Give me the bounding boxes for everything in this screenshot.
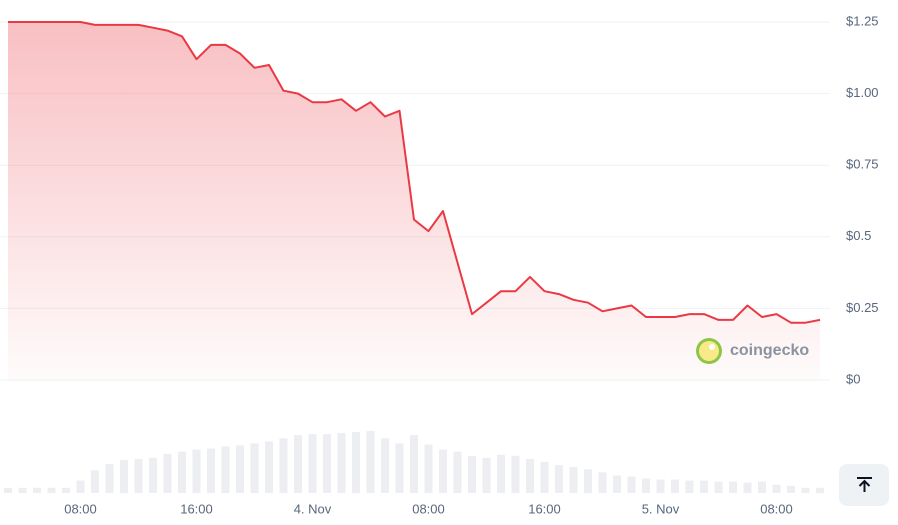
volume-bar <box>700 480 708 493</box>
scroll-top-button[interactable] <box>839 464 889 506</box>
price-line <box>8 21 821 324</box>
volume-bar <box>627 476 636 493</box>
volume-bar <box>497 454 505 493</box>
volume-bar <box>642 478 650 493</box>
volume-bar <box>816 487 824 493</box>
volume-bar <box>729 481 737 493</box>
x-tick-label: 5. Nov <box>642 501 680 516</box>
volume-bar <box>76 480 85 493</box>
volume-bar <box>105 464 114 493</box>
y-tick-label: $0.5 <box>846 228 871 243</box>
x-tick-label: 4. Nov <box>294 501 332 516</box>
volume-bar <box>47 487 56 493</box>
x-tick-label: 08:00 <box>760 501 793 516</box>
y-tick-label: $0 <box>846 371 860 386</box>
volume-bar <box>250 443 259 493</box>
volume-bar <box>424 444 433 493</box>
volume-bar <box>323 434 331 493</box>
volume-bar <box>540 462 549 493</box>
volume-bar <box>758 481 766 493</box>
volume-bar <box>656 479 665 493</box>
x-tick-label: 16:00 <box>180 501 213 516</box>
volume-bar <box>381 438 389 493</box>
volume-bar <box>453 451 462 493</box>
volume-bar <box>337 433 346 493</box>
volume-bar <box>395 443 404 493</box>
volume-bar <box>91 470 99 493</box>
y-tick-label: $1.25 <box>846 13 879 28</box>
volume-bar <box>4 487 12 493</box>
volume-bar <box>584 469 592 493</box>
volume-bar <box>236 445 244 493</box>
volume-bar <box>265 441 273 493</box>
volume-bar <box>743 482 752 493</box>
volume-bar <box>294 435 302 493</box>
watermark: coingecko <box>696 338 809 364</box>
volume-bar <box>801 487 810 493</box>
volume-bar <box>192 449 201 493</box>
volume-bar <box>207 448 215 493</box>
volume-bar <box>555 465 563 493</box>
volume-bar <box>33 487 41 493</box>
y-tick-label: $1.00 <box>846 85 879 100</box>
volume-bar <box>772 484 781 493</box>
volume-bar <box>366 431 375 493</box>
volume-bar <box>120 459 128 493</box>
logo-eye <box>709 344 715 350</box>
x-tick-label: 08:00 <box>412 501 445 516</box>
volume-bar <box>221 446 230 493</box>
x-tick-label: 08:00 <box>64 501 97 516</box>
y-tick-label: $0.75 <box>846 157 879 172</box>
watermark-text: coingecko <box>730 342 809 359</box>
volume-bar <box>149 457 157 493</box>
volume-bar <box>439 449 447 493</box>
volume-bar <box>613 475 621 493</box>
volume-bar <box>410 435 418 493</box>
volume-bar <box>526 458 534 493</box>
volume-bar <box>511 455 520 493</box>
volume-bar <box>308 434 317 493</box>
volume-bar <box>163 453 172 493</box>
x-tick-label: 16:00 <box>528 501 561 516</box>
volume-bar <box>482 457 491 493</box>
volume-bar <box>279 438 288 493</box>
volume-bar <box>62 487 70 493</box>
volume-bar <box>134 458 143 493</box>
volume-bar <box>178 451 186 493</box>
volume-bar <box>671 479 679 493</box>
volume-bar <box>352 432 360 493</box>
button-icon[interactable] <box>857 477 872 492</box>
plot: $0 $0.25 $0.5 $0.75 $1.00 $1.25 08:00 16:00 4. N… <box>0 13 879 516</box>
volume-bar <box>569 467 578 493</box>
y-tick-label: $0.25 <box>846 300 879 315</box>
volume-bar <box>787 485 795 493</box>
logo-icon-inner <box>699 341 719 361</box>
volume-bar <box>598 472 607 493</box>
price-area <box>8 22 820 380</box>
volume-bar <box>714 481 723 493</box>
volume-bar <box>468 455 476 493</box>
volume-bar <box>685 480 694 493</box>
volume-bar <box>18 487 27 493</box>
